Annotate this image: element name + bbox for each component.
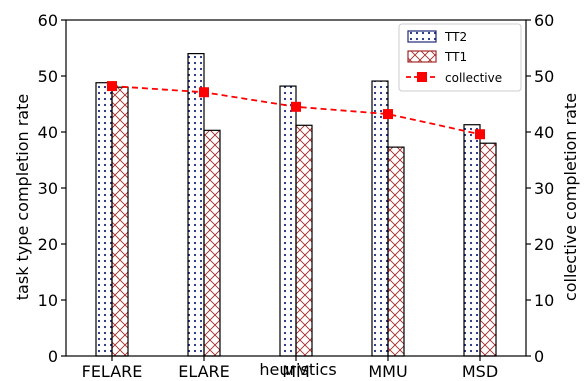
left-y-tick-label: 10 bbox=[38, 291, 58, 310]
right-y-axis-title: collective completion rate bbox=[561, 93, 580, 301]
bar-tt2-felare bbox=[95, 82, 113, 357]
right-y-tick-label: 0 bbox=[534, 347, 544, 366]
x-tick-label-felare: FELARE bbox=[82, 362, 143, 381]
right-y-tick-label: 50 bbox=[534, 67, 554, 86]
bar-tt2-mm bbox=[279, 85, 297, 357]
right-y-tick-label: 40 bbox=[534, 123, 554, 142]
marker-collective-mm bbox=[291, 101, 301, 112]
right-y-axis: 0 10 20 30 40 50 60 bbox=[526, 11, 554, 366]
right-y-tick-label: 20 bbox=[534, 235, 554, 254]
x-tick-label-mm: MM bbox=[282, 362, 310, 381]
bar-tt1-elare bbox=[203, 129, 221, 357]
x-tick-label-elare: ELARE bbox=[178, 362, 230, 381]
left-y-tick-label: 30 bbox=[38, 179, 58, 198]
right-y-tick-label: 60 bbox=[534, 11, 554, 30]
bar-tt2-elare bbox=[187, 52, 205, 357]
legend-label-collective: collective bbox=[445, 71, 502, 85]
marker-collective-elare bbox=[199, 87, 209, 98]
legend-label-tt1: TT1 bbox=[444, 50, 467, 64]
bar-tt1-msd bbox=[479, 142, 497, 357]
left-y-tick-label: 20 bbox=[38, 235, 58, 254]
y-axis-title: task type completion rate bbox=[13, 94, 32, 300]
left-y-axis: 0 10 20 30 40 50 60 bbox=[38, 11, 66, 366]
x-tick-label-msd: MSD bbox=[462, 362, 498, 381]
legend: TT2 TT1 collective bbox=[398, 23, 522, 92]
marker-collective-felare bbox=[107, 81, 117, 92]
marker-collective-msd bbox=[475, 129, 485, 140]
bar-tt1-felare bbox=[111, 86, 129, 357]
left-y-tick-label: 60 bbox=[38, 11, 58, 30]
right-y-tick-label: 30 bbox=[534, 179, 554, 198]
bar-tt1-mmu bbox=[387, 146, 405, 357]
marker-collective-mmu bbox=[383, 109, 393, 120]
left-y-tick-label: 50 bbox=[38, 67, 58, 86]
x-tick-label-mmu: MMU bbox=[368, 362, 407, 381]
x-axis-title: heuristics bbox=[259, 360, 336, 379]
plot-area bbox=[95, 52, 497, 357]
right-y-tick-label: 10 bbox=[534, 291, 554, 310]
left-y-tick-label: 40 bbox=[38, 123, 58, 142]
legend-swatch-tt1 bbox=[407, 50, 437, 63]
x-axis: FELARE ELARE MM MMU MSD bbox=[82, 356, 498, 381]
bar-tt2-msd bbox=[463, 124, 481, 357]
left-y-tick-label: 0 bbox=[48, 347, 58, 366]
legend-marker-collective bbox=[417, 72, 427, 82]
legend-swatch-tt2 bbox=[407, 30, 437, 43]
legend-label-tt2: TT2 bbox=[444, 30, 467, 44]
bar-tt2-mmu bbox=[371, 80, 389, 357]
bar-tt1-mm bbox=[295, 124, 313, 357]
